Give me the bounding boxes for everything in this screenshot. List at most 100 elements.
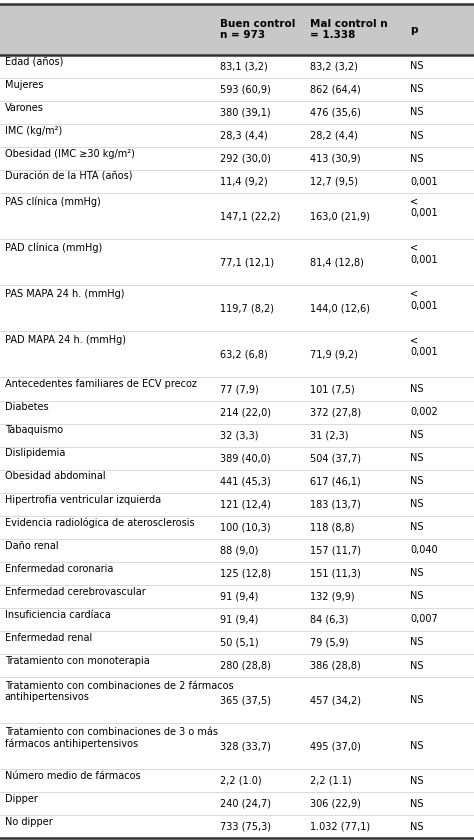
- Text: No dipper: No dipper: [5, 817, 53, 827]
- Text: NS: NS: [410, 476, 423, 486]
- Text: Enfermedad cerebrovascular: Enfermedad cerebrovascular: [5, 586, 146, 596]
- Bar: [0, 78, 474, 101]
- Bar: [0, 171, 474, 193]
- Text: 31 (2,3): 31 (2,3): [310, 430, 349, 440]
- Text: 413 (30,9): 413 (30,9): [310, 154, 361, 164]
- Bar: [0, 147, 474, 171]
- Text: Tratamiento con monoterapia: Tratamiento con monoterapia: [5, 656, 149, 666]
- Text: 144,0 (12,6): 144,0 (12,6): [310, 303, 371, 313]
- Text: 81,4 (12,8): 81,4 (12,8): [310, 257, 365, 267]
- Text: <
0,001: < 0,001: [410, 197, 438, 218]
- Text: 457 (34,2): 457 (34,2): [310, 695, 362, 705]
- Bar: [0, 332, 474, 377]
- Text: 84 (6,3): 84 (6,3): [310, 614, 349, 624]
- Bar: [0, 631, 474, 654]
- Text: 280 (28,8): 280 (28,8): [220, 660, 271, 670]
- Text: PAS clínica (mmHg): PAS clínica (mmHg): [5, 197, 100, 207]
- Bar: [0, 286, 474, 332]
- Bar: [0, 677, 474, 723]
- Bar: [0, 538, 474, 562]
- Text: NS: NS: [410, 61, 423, 71]
- Text: 12,7 (9,5): 12,7 (9,5): [310, 176, 358, 186]
- Text: 733 (75,3): 733 (75,3): [220, 822, 272, 832]
- Text: 147,1 (22,2): 147,1 (22,2): [220, 211, 281, 221]
- Text: NS: NS: [410, 108, 423, 118]
- Bar: [0, 239, 474, 286]
- Text: NS: NS: [410, 591, 423, 601]
- Text: 121 (12,4): 121 (12,4): [220, 499, 271, 509]
- Text: NS: NS: [410, 384, 423, 394]
- Text: <
0,001: < 0,001: [410, 335, 438, 357]
- Text: 88 (9,0): 88 (9,0): [220, 545, 259, 555]
- Text: Tratamiento con combinaciones de 2 fármacos
antihipertensivos: Tratamiento con combinaciones de 2 fárma…: [5, 680, 233, 702]
- Text: 372 (27,8): 372 (27,8): [310, 407, 362, 417]
- Text: 63,2 (6,8): 63,2 (6,8): [220, 349, 268, 360]
- Text: 386 (28,8): 386 (28,8): [310, 660, 361, 670]
- Text: Tabaquismo: Tabaquismo: [5, 425, 63, 435]
- Bar: [0, 447, 474, 470]
- Text: 79 (5,9): 79 (5,9): [310, 638, 349, 648]
- Text: 306 (22,9): 306 (22,9): [310, 799, 361, 809]
- Text: Dipper: Dipper: [5, 794, 37, 804]
- Text: 163,0 (21,9): 163,0 (21,9): [310, 211, 371, 221]
- Text: NS: NS: [410, 522, 423, 533]
- Bar: [0, 654, 474, 677]
- Text: 328 (33,7): 328 (33,7): [220, 741, 271, 751]
- Text: Número medio de fármacos: Número medio de fármacos: [5, 771, 140, 781]
- Text: 183 (13,7): 183 (13,7): [310, 499, 361, 509]
- Text: 292 (30,0): 292 (30,0): [220, 154, 271, 164]
- Text: 593 (60,9): 593 (60,9): [220, 85, 271, 94]
- Text: Edad (años): Edad (años): [5, 57, 63, 66]
- Text: 101 (7,5): 101 (7,5): [310, 384, 355, 394]
- Text: 91 (9,4): 91 (9,4): [220, 591, 259, 601]
- Text: 495 (37,0): 495 (37,0): [310, 741, 361, 751]
- Text: 476 (35,6): 476 (35,6): [310, 108, 361, 118]
- Text: NS: NS: [410, 130, 423, 140]
- Bar: [0, 101, 474, 124]
- Text: Buen control
n = 973: Buen control n = 973: [220, 18, 296, 40]
- Text: NS: NS: [410, 741, 423, 751]
- Bar: [0, 769, 474, 792]
- Text: NS: NS: [410, 85, 423, 94]
- Text: 389 (40,0): 389 (40,0): [220, 453, 271, 463]
- Text: 617 (46,1): 617 (46,1): [310, 476, 361, 486]
- Text: 0,001: 0,001: [410, 176, 438, 186]
- Text: NS: NS: [410, 822, 423, 832]
- Text: 2,2 (1.0): 2,2 (1.0): [220, 775, 262, 785]
- Text: Varones: Varones: [5, 102, 44, 113]
- Text: 1.032 (77,1): 1.032 (77,1): [310, 822, 371, 832]
- Text: Daño renal: Daño renal: [5, 541, 58, 550]
- Text: Obesidad (IMC ≥30 kg/m²): Obesidad (IMC ≥30 kg/m²): [5, 149, 135, 159]
- Text: 28,2 (4,4): 28,2 (4,4): [310, 130, 358, 140]
- Text: 91 (9,4): 91 (9,4): [220, 614, 259, 624]
- Text: PAS MAPA 24 h. (mmHg): PAS MAPA 24 h. (mmHg): [5, 289, 124, 299]
- Text: 100 (10,3): 100 (10,3): [220, 522, 271, 533]
- Bar: [0, 401, 474, 423]
- Bar: [0, 377, 474, 401]
- Text: Evidencia radiológica de aterosclerosis: Evidencia radiológica de aterosclerosis: [5, 517, 194, 528]
- Text: Dislipidemia: Dislipidemia: [5, 449, 65, 459]
- Text: 32 (3,3): 32 (3,3): [220, 430, 259, 440]
- Text: 0,040: 0,040: [410, 545, 438, 555]
- Bar: [0, 723, 474, 769]
- Text: 77 (7,9): 77 (7,9): [220, 384, 259, 394]
- Text: 151 (11,3): 151 (11,3): [310, 569, 361, 578]
- Text: 2,2 (1.1): 2,2 (1.1): [310, 775, 352, 785]
- Bar: [0, 124, 474, 147]
- Text: 365 (37,5): 365 (37,5): [220, 695, 272, 705]
- Text: 0,002: 0,002: [410, 407, 438, 417]
- Text: 71,9 (9,2): 71,9 (9,2): [310, 349, 358, 360]
- Text: NS: NS: [410, 775, 423, 785]
- Text: 504 (37,7): 504 (37,7): [310, 453, 362, 463]
- Text: NS: NS: [410, 799, 423, 809]
- Text: NS: NS: [410, 638, 423, 648]
- Text: 157 (11,7): 157 (11,7): [310, 545, 362, 555]
- Text: Insuficiencia cardíaca: Insuficiencia cardíaca: [5, 610, 110, 620]
- Bar: [0, 470, 474, 493]
- Text: 50 (5,1): 50 (5,1): [220, 638, 259, 648]
- Text: NS: NS: [410, 695, 423, 705]
- Text: 0,007: 0,007: [410, 614, 438, 624]
- Bar: [0, 608, 474, 631]
- Text: 240 (24,7): 240 (24,7): [220, 799, 272, 809]
- Text: <
0,001: < 0,001: [410, 289, 438, 311]
